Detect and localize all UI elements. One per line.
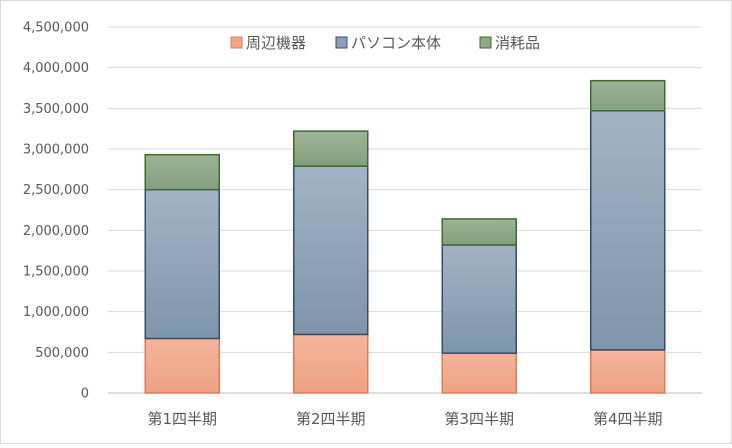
bar-segment xyxy=(144,337,220,394)
bar-segment xyxy=(293,165,369,336)
x-axis: 第1四半期 第2四半期 第3四半期 第4四半期 xyxy=(147,410,662,428)
y-tick-label: 0 xyxy=(81,387,89,402)
x-tick-label: 第1四半期 xyxy=(147,410,217,428)
legend-label: 消耗品 xyxy=(495,34,540,52)
bar-segment xyxy=(441,352,517,394)
bar-segment xyxy=(590,349,666,394)
x-tick-label: 第2四半期 xyxy=(296,410,366,428)
y-tick-label: 2,500,000 xyxy=(23,183,89,198)
x-tick-label: 第3四半期 xyxy=(444,410,514,428)
bar-segment xyxy=(293,130,369,167)
bar-segment xyxy=(144,188,220,340)
y-tick-label: 3,000,000 xyxy=(23,143,89,158)
legend-swatch xyxy=(479,36,492,49)
bar-segment xyxy=(293,333,369,394)
bars xyxy=(144,79,666,394)
x-tick-label: 第4四半期 xyxy=(593,410,663,428)
y-tick-label: 4,000,000 xyxy=(23,61,89,76)
bar-segment xyxy=(441,244,517,354)
y-axis: 0 500,000 1,000,000 1,500,000 2,000,000 2,500… xyxy=(23,21,89,402)
bar-segment xyxy=(590,79,666,112)
legend-swatch xyxy=(335,36,348,49)
bar-segment xyxy=(441,218,517,246)
y-tick-label: 3,500,000 xyxy=(23,102,89,117)
legend-label: 周辺機器 xyxy=(246,34,306,52)
y-tick-label: 1,000,000 xyxy=(23,305,89,320)
y-tick-label: 500,000 xyxy=(35,346,89,361)
legend-swatch xyxy=(230,36,243,49)
legend: 周辺機器 パソコン本体 消耗品 xyxy=(230,34,540,52)
bar-segment xyxy=(144,153,220,191)
y-tick-label: 4,500,000 xyxy=(23,21,89,36)
y-tick-label: 1,500,000 xyxy=(23,265,89,280)
bar-segment xyxy=(590,110,666,351)
y-tick-label: 2,000,000 xyxy=(23,224,89,239)
legend-label: パソコン本体 xyxy=(351,34,441,52)
